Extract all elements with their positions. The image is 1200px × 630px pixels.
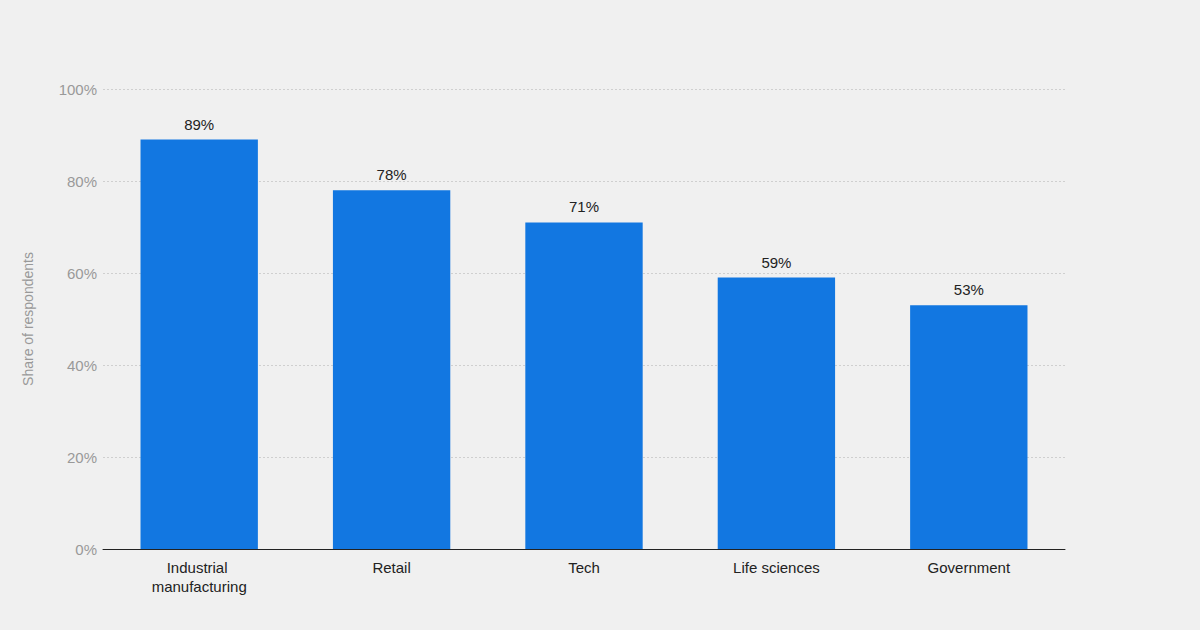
svg-text:Retail: Retail xyxy=(372,559,410,576)
svg-text:40%: 40% xyxy=(67,357,97,374)
svg-text:100%: 100% xyxy=(59,81,97,98)
svg-text:Life sciences: Life sciences xyxy=(733,559,820,576)
svg-text:20%: 20% xyxy=(67,449,97,466)
svg-text:Tech: Tech xyxy=(568,559,600,576)
svg-text:0%: 0% xyxy=(75,541,97,558)
svg-text:89%: 89% xyxy=(184,116,214,133)
svg-text:78%: 78% xyxy=(377,166,407,183)
svg-text:53%: 53% xyxy=(954,281,984,298)
svg-text:80%: 80% xyxy=(67,173,97,190)
svg-text:59%: 59% xyxy=(761,254,791,271)
svg-text:60%: 60% xyxy=(67,265,97,282)
svg-text:manufacturing: manufacturing xyxy=(152,578,247,595)
svg-text:Share of respondents: Share of respondents xyxy=(20,252,36,386)
svg-text:Government: Government xyxy=(928,559,1011,576)
svg-text:Industrial: Industrial xyxy=(167,559,232,576)
svg-text:71%: 71% xyxy=(569,198,599,215)
